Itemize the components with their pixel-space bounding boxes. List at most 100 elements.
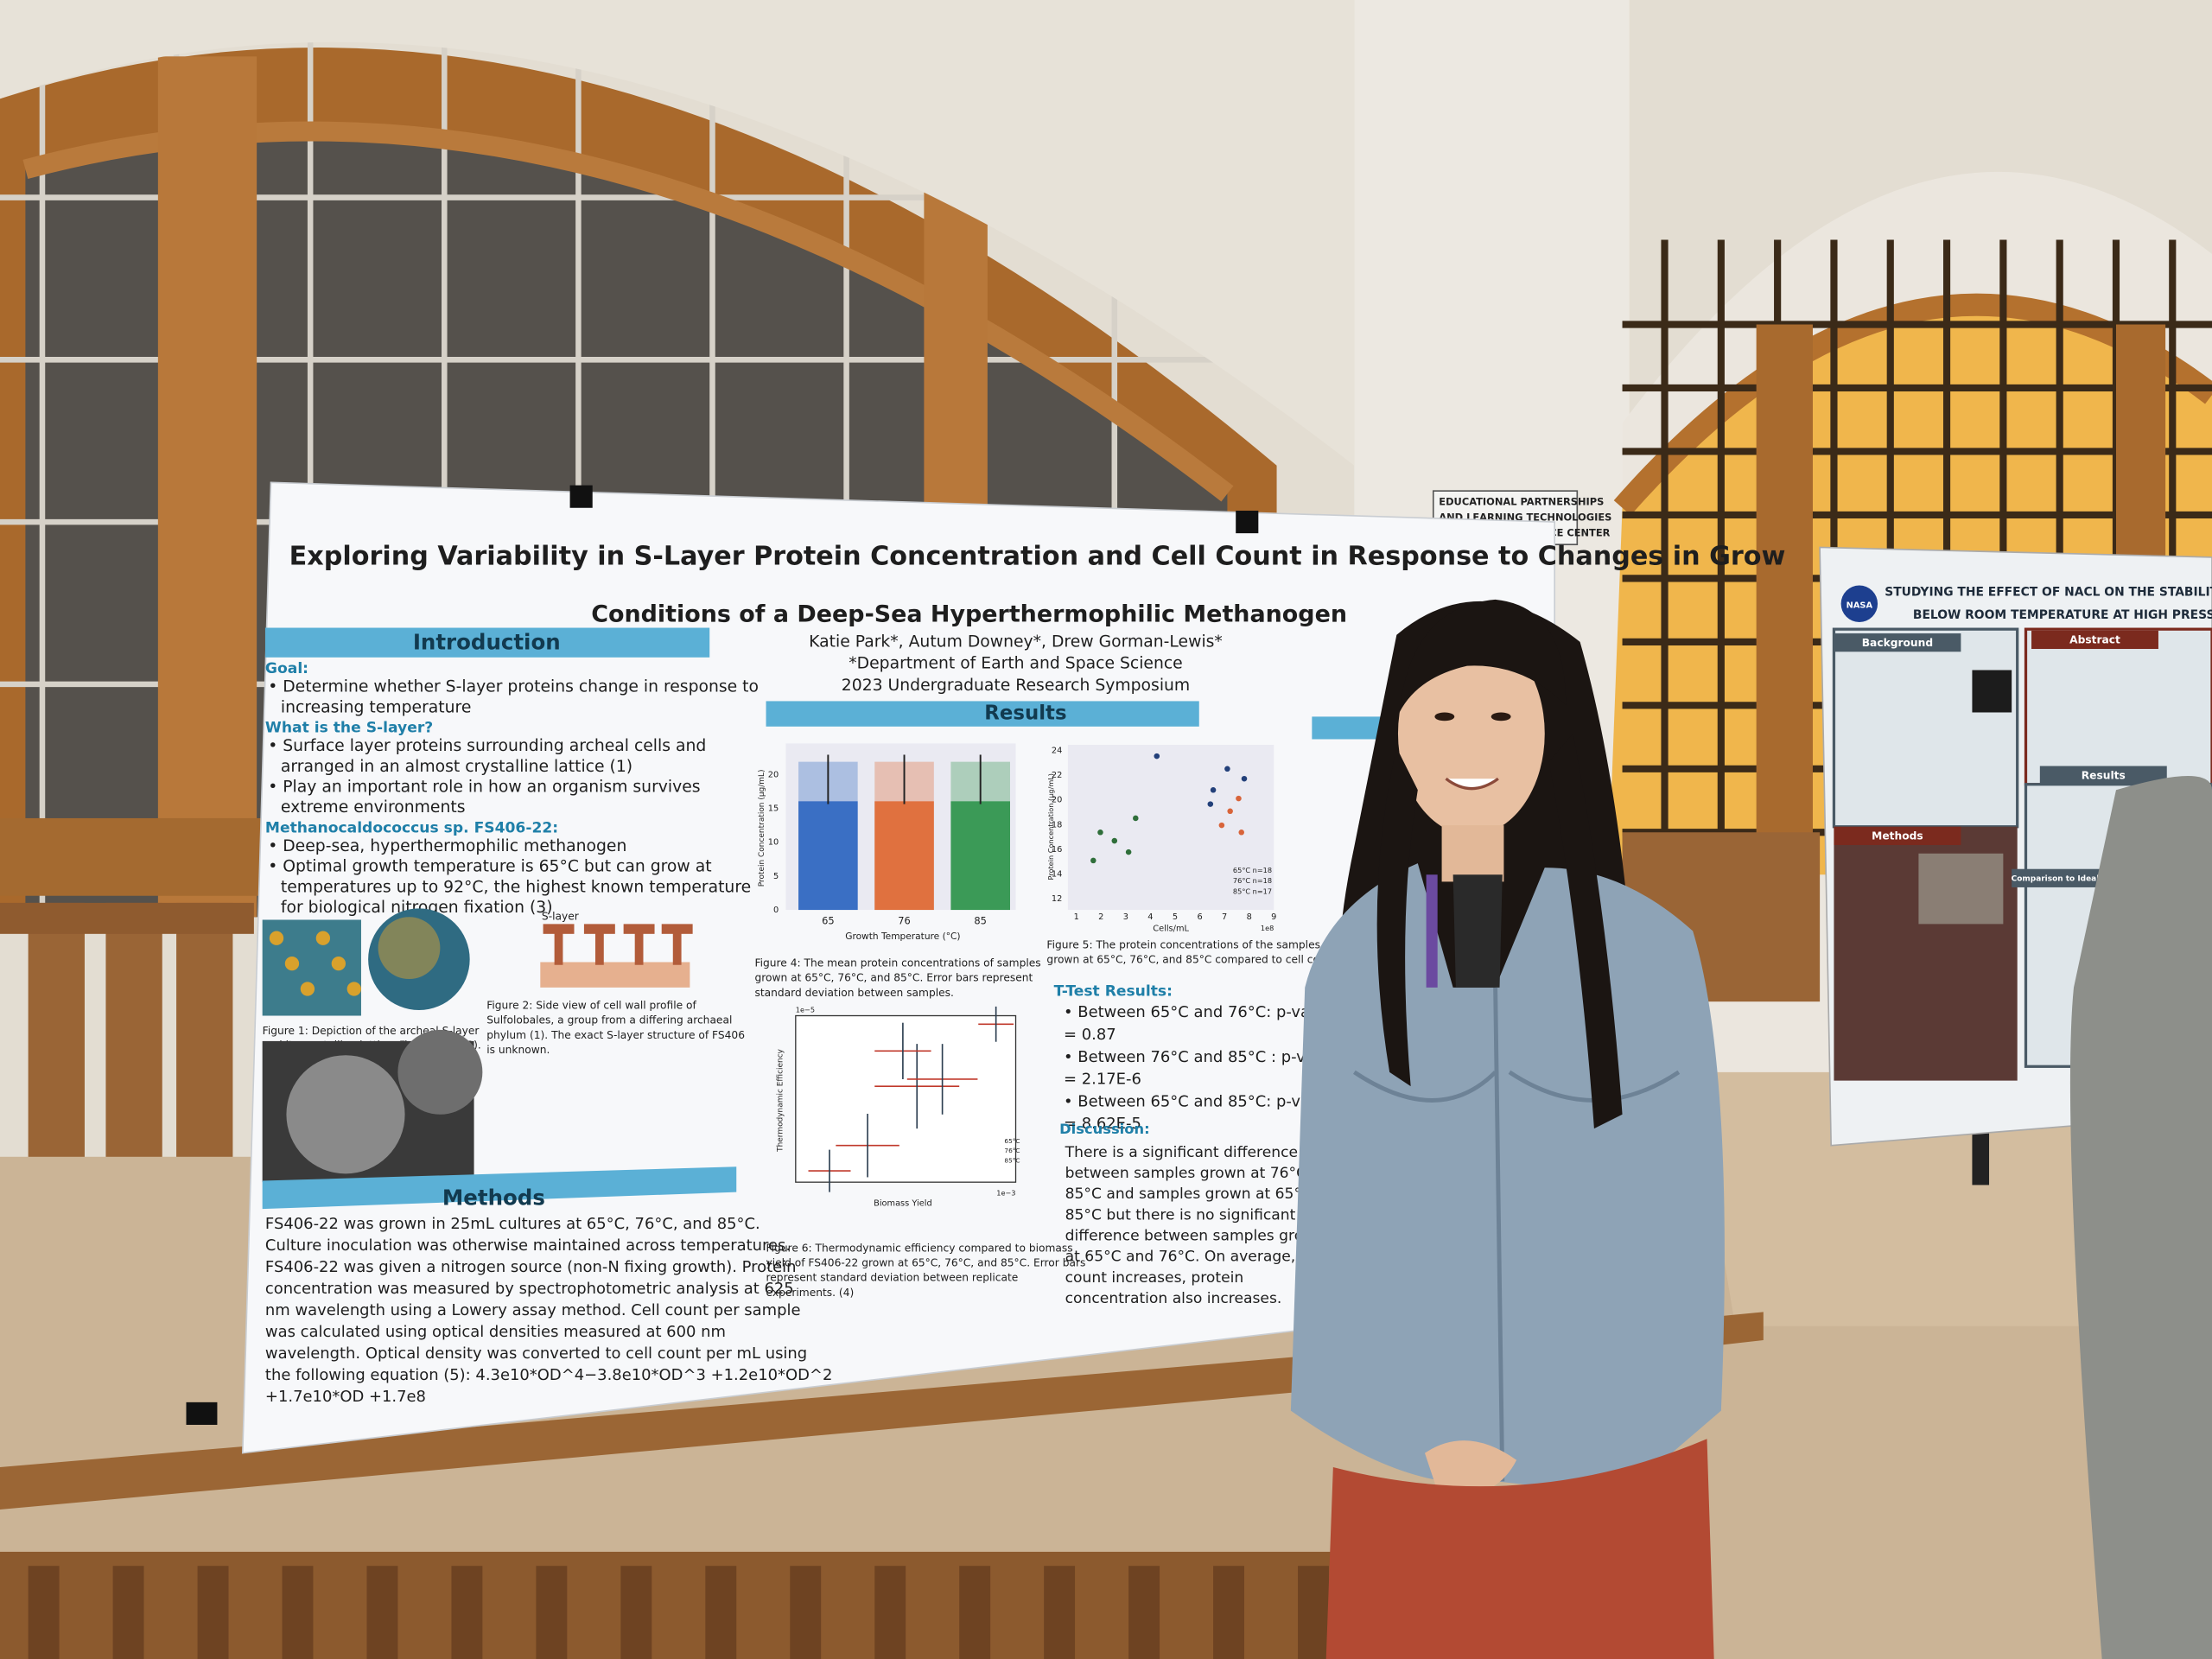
figure-5-point — [1154, 753, 1160, 760]
legend-entry: 65°C — [1004, 1137, 1020, 1145]
figure-2-stalk — [672, 931, 682, 965]
body-line: at 65°C and 76°C. On average, as c — [1065, 1249, 1330, 1266]
axis-label: 1e−5 — [796, 1005, 815, 1014]
figure-caption: standard deviation between samples. — [754, 987, 953, 999]
body-line: for biological nitrogen fixation (3) — [281, 899, 553, 917]
axis-label: Biomass Yield — [874, 1199, 932, 1209]
body-line: = 0.87 — [1064, 1026, 1116, 1044]
body-line: arranged in an almost crystalline lattic… — [281, 758, 632, 776]
axis-tick-label: 1 — [1074, 912, 1079, 922]
chair-back — [105, 902, 162, 1172]
hands — [1424, 1440, 1517, 1497]
body-line: • Between 76°C and 85°C : p-value — [1064, 1048, 1338, 1066]
axis-tick-label: 9 — [1271, 912, 1276, 922]
eye — [1434, 712, 1455, 721]
axis-label: Growth Temperature (°C) — [845, 931, 960, 942]
easel — [1972, 1128, 1990, 1185]
figure-caption: Figure 5: The protein concentrations of … — [1046, 938, 1320, 950]
figure-1-pattern — [269, 931, 284, 945]
body-line: extreme environments — [281, 798, 466, 817]
second-poster-image — [1918, 853, 2004, 925]
subheading: What is the S-layer? — [265, 719, 433, 736]
table-baluster — [959, 1566, 991, 1659]
figure-2-stalk — [554, 931, 563, 965]
figure-caption: Figure 2: Side view of cell wall profile… — [486, 1000, 696, 1012]
figure-label: S-layer — [542, 911, 580, 923]
subheading: T-Test Results: — [1054, 983, 1173, 1001]
subheading: Methanocaldococcus sp. FS406-22: — [265, 819, 558, 836]
smile — [1445, 777, 1499, 791]
figure-caption: Sulfolobales, a group from a differing a… — [486, 1014, 732, 1027]
body-line: • Play an important role in how an organ… — [268, 779, 700, 797]
axis-tick-label: 20 — [768, 770, 779, 779]
body-line: • Optimal growth temperature is 65°C but… — [268, 858, 711, 876]
poster-byline: *Department of Earth and Space Science — [849, 655, 1182, 673]
section-heading: Abstract — [2069, 634, 2120, 646]
table-baluster — [1044, 1566, 1076, 1659]
figure-5-point — [1236, 795, 1242, 802]
legend-entry: 76°C n=18 — [1233, 876, 1272, 885]
hair-top — [1399, 599, 1567, 713]
sign-text: EDUCATIONAL PARTNERSHIPS — [1439, 496, 1604, 508]
section-bar — [2039, 766, 2167, 785]
figure-5-point — [1133, 815, 1139, 822]
jacket — [1290, 863, 1725, 1496]
figure-caption: represent standard deviation between rep… — [766, 1272, 1019, 1284]
nasa-logo — [1840, 585, 1878, 622]
figure-5-point — [1238, 830, 1244, 836]
section-heading: Results — [2082, 769, 2126, 781]
chair-back — [176, 902, 233, 1172]
table-baluster — [1128, 1566, 1160, 1659]
stone-arch — [0, 0, 1355, 466]
binder-clip — [1236, 511, 1259, 534]
figure-4-bar — [950, 801, 1010, 911]
figure-2-cap — [623, 924, 655, 934]
table-baluster — [790, 1566, 822, 1659]
body-line: = 8.62E-5 — [1064, 1115, 1141, 1133]
body-line: count increases, protein — [1065, 1269, 1244, 1287]
figure-caption: is unknown. — [486, 1044, 550, 1056]
axis-tick-label: 18 — [1052, 820, 1062, 830]
axis-tick-label: 3 — [1123, 912, 1128, 922]
chair-back — [28, 902, 85, 1172]
body-line: concentration also increases. — [1065, 1290, 1282, 1307]
poster-title: Exploring Variability in S-Layer Protein… — [289, 541, 1786, 571]
figure-2-membrane — [540, 962, 690, 988]
table-baluster — [874, 1566, 906, 1659]
body-line: There is a significant difference — [1065, 1144, 1298, 1161]
section-bar — [264, 627, 710, 658]
figure-5-point — [1210, 787, 1217, 793]
axis-label: Protein Concentration (µg/mL) — [1046, 773, 1055, 880]
table-baluster — [112, 1566, 144, 1659]
body-line: = 2.17E-6 — [1064, 1071, 1141, 1089]
axis-tick-label: 5 — [1173, 912, 1178, 922]
body-line: temperatures up to 92°C, the highest kno… — [281, 878, 751, 896]
figure-1-sphere-shade — [378, 917, 441, 980]
axis-tick-label: 6 — [1197, 912, 1202, 922]
axis-tick-label: 2 — [1098, 912, 1103, 922]
figure-3-cell — [397, 1029, 483, 1115]
axis-tick-label: 22 — [1052, 771, 1062, 780]
axis-tick-label: 5 — [773, 872, 779, 881]
table-baluster — [197, 1566, 229, 1659]
legend-entry: 76°C — [1004, 1147, 1020, 1154]
table-baluster — [1213, 1566, 1244, 1659]
face — [1397, 632, 1545, 836]
axis-label: Cells/mL — [1153, 924, 1189, 933]
figure-5-point — [1241, 775, 1248, 782]
figure-4-bar — [798, 801, 858, 911]
body-line: • Between 65°C and 76°C: p-value — [1064, 1003, 1333, 1021]
section-heading: Methods — [442, 1185, 545, 1211]
poster-byline: Katie Park*, Autum Downey*, Drew Gorman-… — [809, 632, 1223, 651]
chair-rail — [0, 902, 254, 934]
figure-caption: Figure 4: The mean protein concentration… — [754, 957, 1040, 969]
table-baluster — [366, 1566, 398, 1659]
section-heading: Introduction — [413, 629, 561, 654]
body-line: 85°C but there is no significant — [1065, 1206, 1296, 1224]
figure-5-point — [1218, 822, 1225, 829]
shirt — [1452, 874, 1503, 988]
axis-tick-label: 8 — [1247, 912, 1252, 922]
second-poster-image — [1972, 670, 2012, 713]
